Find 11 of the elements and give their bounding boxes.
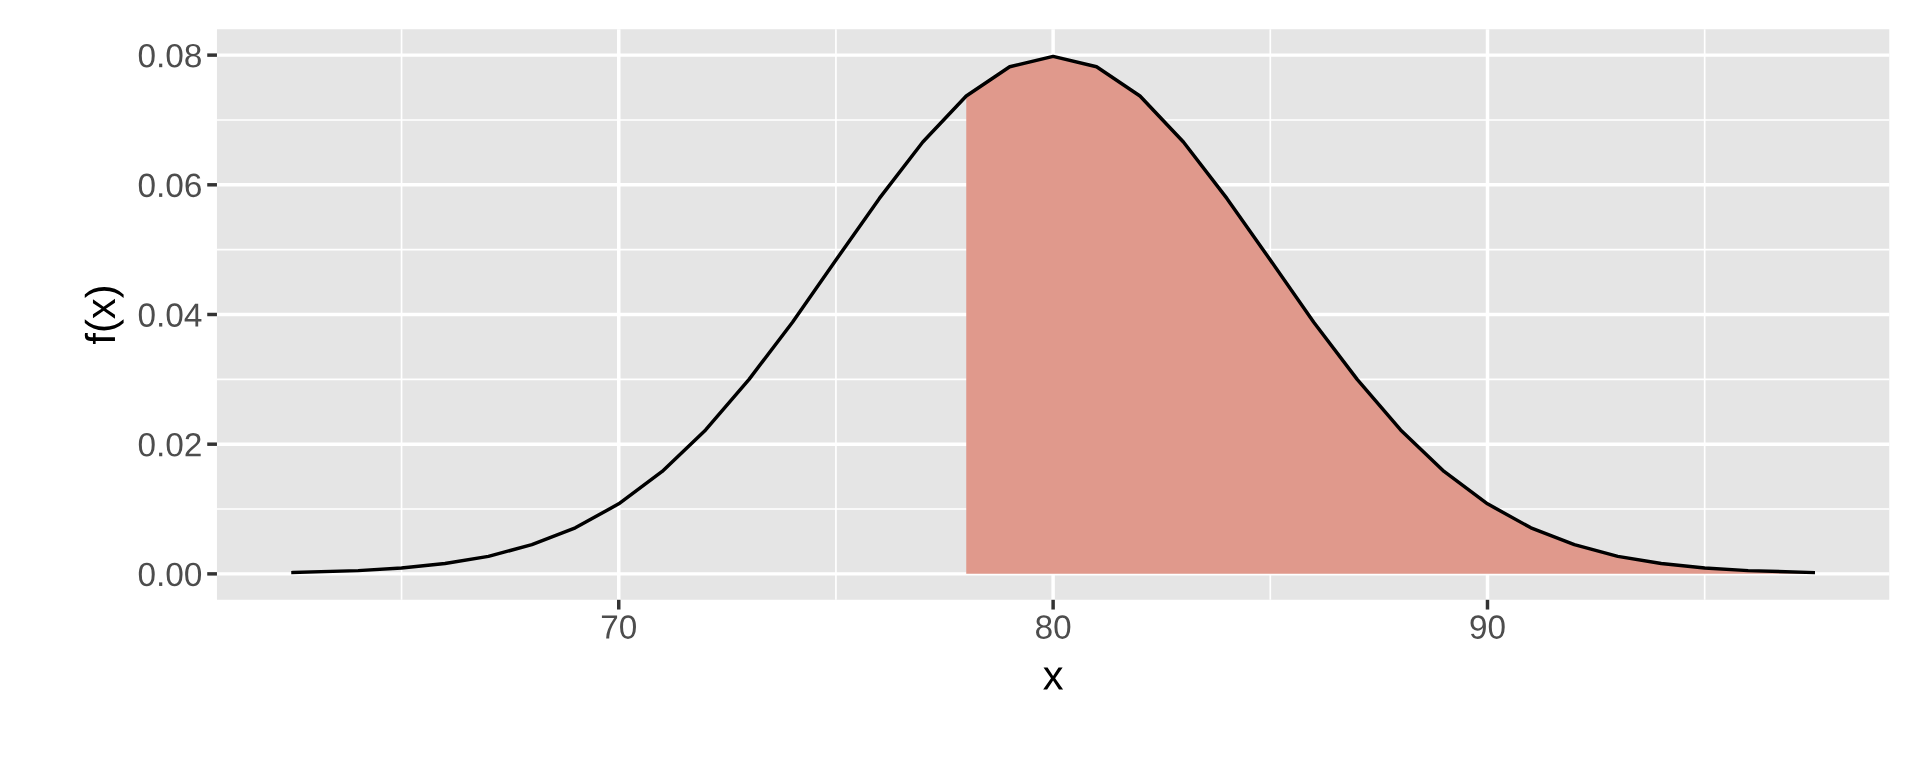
line-series (291, 54, 1816, 575)
x-tick-label: 70 (601, 615, 636, 639)
y-tick-label: 0.02 (138, 432, 201, 457)
y-tick-label: 0.04 (138, 303, 202, 327)
y-tick-label: 0.00 (138, 562, 202, 587)
y-axis-title: f(x) (84, 287, 124, 344)
x-tick-label: 90 (1470, 615, 1505, 639)
x-tick-label: 80 (1036, 615, 1071, 639)
x-axis-title: x (1043, 667, 1064, 690)
y-tick-label: 0.08 (138, 43, 201, 68)
y-tick-label: 0.06 (138, 173, 201, 198)
